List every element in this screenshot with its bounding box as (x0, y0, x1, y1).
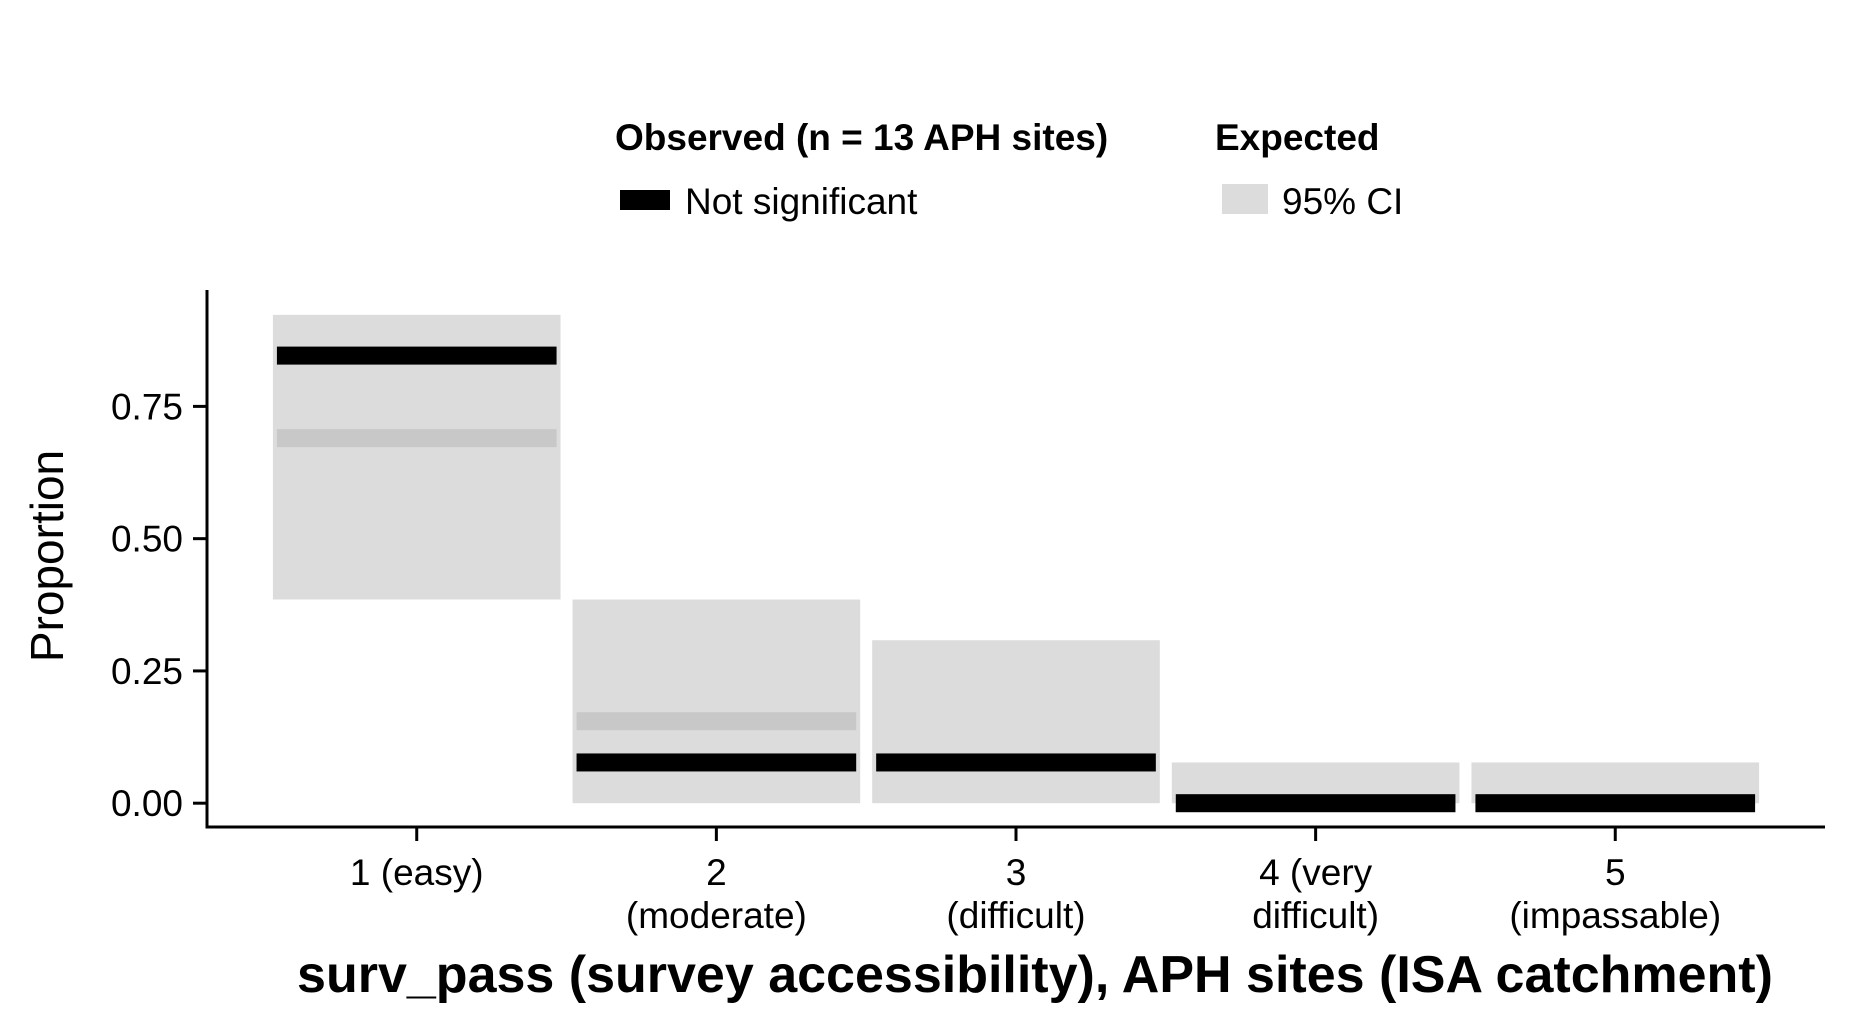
x-tick-label-1: 1 (easy) (350, 852, 484, 893)
legend-title-observed: Observed (n = 13 APH sites) (615, 117, 1108, 158)
expected-bar-2 (576, 712, 857, 731)
x-tick-label-3: 3 (difficult) (946, 852, 1085, 936)
observed-bar-5 (1475, 794, 1756, 813)
y-axis-title: Proportion (21, 450, 73, 662)
legend-key-observed (620, 190, 670, 210)
observed-bar-2 (576, 753, 857, 772)
ci-box-2 (572, 599, 861, 804)
x-tick-label-2: 2 (moderate) (626, 852, 807, 936)
legend-title-expected: Expected (1215, 117, 1380, 158)
y-tick-label-1: 0.25 (111, 651, 183, 692)
axes: 0.00 0.25 0.50 0.75 1 (easy) 2 (moderate) 3 (dif… (111, 290, 1825, 936)
legend: Observed (n = 13 APH sites) Not signific… (615, 117, 1403, 222)
x-tick-label-5: 5 (impassable) (1509, 852, 1721, 936)
observed-bar-1 (276, 346, 557, 365)
y-tick-label-2: 0.50 (111, 519, 183, 560)
legend-key-ci (1222, 184, 1268, 214)
expected-bar-1 (276, 429, 557, 448)
x-axis-title: surv_pass (survey accessibility), APH si… (297, 946, 1773, 1004)
ci-box-3 (872, 640, 1160, 804)
x-tick-label-4: 4 (very difficult) (1252, 852, 1379, 936)
y-tick-label-3: 0.75 (111, 386, 183, 427)
legend-label-observed: Not significant (685, 181, 918, 222)
y-tick-label-0: 0.00 (111, 783, 183, 824)
plot-area (272, 314, 1760, 813)
legend-label-ci: 95% CI (1282, 181, 1403, 222)
observed-bar-3 (876, 753, 1156, 772)
observed-bar-4 (1175, 794, 1456, 813)
